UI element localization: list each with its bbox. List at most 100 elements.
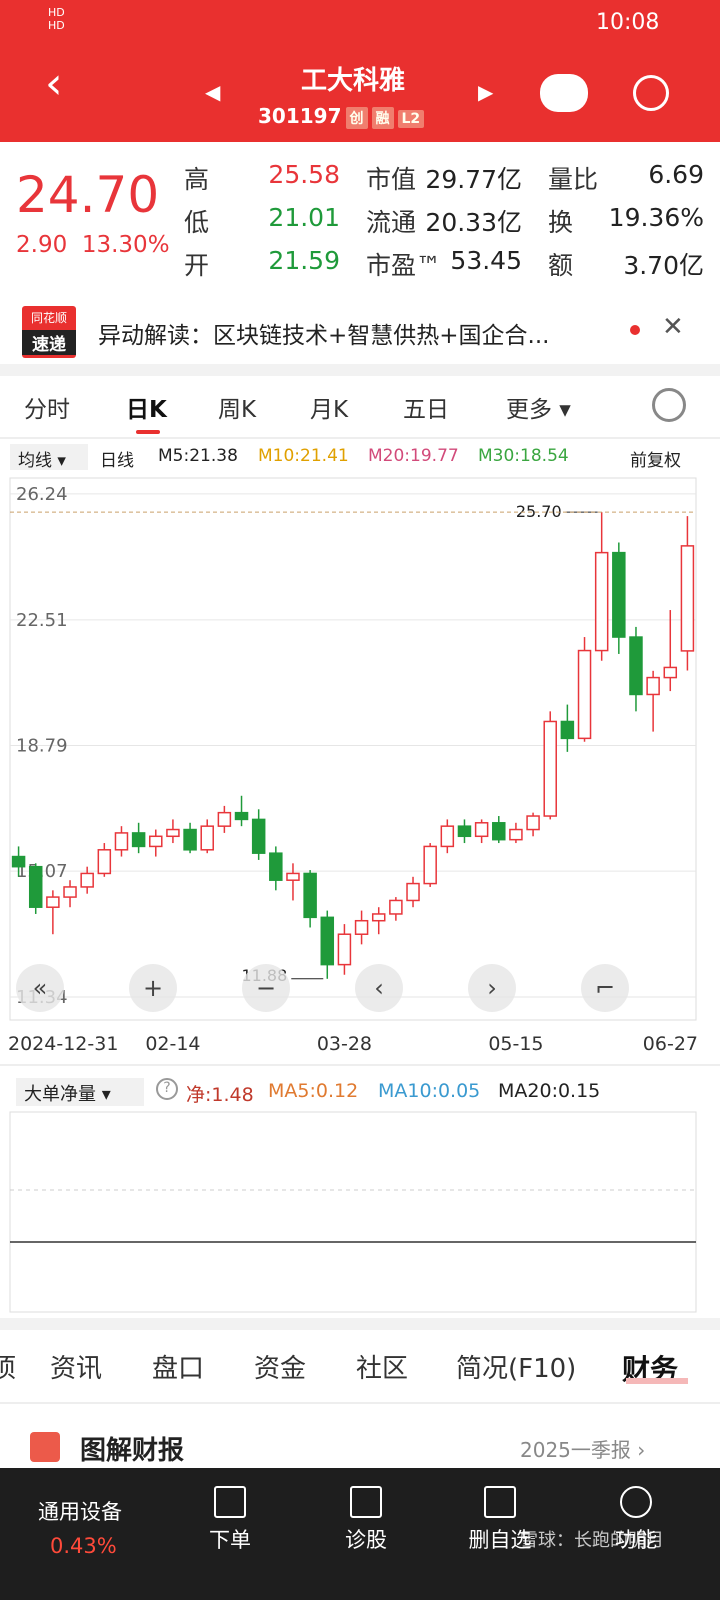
stat-label: 流通 bbox=[366, 208, 417, 237]
candle-body bbox=[149, 835, 163, 848]
divider bbox=[0, 1402, 720, 1404]
bottom-tab[interactable]: 项 bbox=[0, 1354, 17, 1384]
zoom-icon: + bbox=[143, 974, 163, 1002]
candle-body bbox=[577, 649, 592, 740]
help[interactable]: ? bbox=[156, 1078, 178, 1100]
news-badge: 同花顺 速递 bbox=[22, 306, 76, 358]
divider bbox=[0, 1318, 720, 1330]
sim-icons: HD HD bbox=[48, 6, 65, 32]
ma-kind: 日线 bbox=[100, 451, 134, 471]
stat-value: 20.33亿 bbox=[425, 208, 522, 237]
zoom-icon: ‹ bbox=[374, 974, 384, 1002]
badge-top: 同花顺 bbox=[30, 311, 67, 325]
candle-body bbox=[114, 832, 129, 851]
stock-code: 301197 创融 L2 bbox=[258, 104, 425, 129]
prev-stock[interactable]: ◀ bbox=[205, 80, 221, 104]
nav-item[interactable]: 诊股 bbox=[345, 1528, 387, 1552]
flow-select-text: 大单净量 bbox=[24, 1084, 96, 1105]
x-tick-label: 02-14 bbox=[145, 1033, 200, 1055]
nav-item[interactable]: 删自选 bbox=[468, 1528, 532, 1552]
bottom-tab[interactable]: 资金 bbox=[254, 1354, 307, 1384]
candle-body bbox=[629, 636, 643, 696]
zoom-button[interactable] bbox=[242, 964, 290, 1012]
header: HD HD 10:08 ‹ ◀ ▶ 工大科雅 301197 创融 L2 bbox=[0, 0, 720, 142]
chart-tab[interactable]: 日K bbox=[126, 397, 167, 423]
ma-select-bg[interactable] bbox=[10, 444, 88, 470]
bottom-tab[interactable]: 资讯 bbox=[50, 1354, 103, 1384]
search[interactable] bbox=[633, 75, 669, 111]
report-period[interactable]: 2025一季报 › bbox=[520, 1438, 646, 1462]
candle-body bbox=[492, 822, 506, 841]
flow-select[interactable]: 大单净量 ▾ bbox=[24, 1084, 111, 1105]
candle-body bbox=[560, 720, 575, 740]
adjust[interactable]: 前复权 bbox=[630, 451, 681, 471]
nav-item[interactable]: 下单 bbox=[209, 1528, 251, 1552]
nav-item[interactable]: 通用设备 bbox=[38, 1500, 122, 1524]
kline-chart: 26.2422.5118.7915.0711.342024-12-3102-14… bbox=[8, 477, 698, 1055]
candle-body bbox=[526, 815, 540, 831]
bottom-tab[interactable]: 盘口 bbox=[152, 1354, 205, 1384]
stat-value: 21.01 bbox=[268, 203, 340, 232]
flow-select-bg[interactable] bbox=[16, 1078, 144, 1106]
stat-value: 6.69 bbox=[648, 160, 704, 189]
x-tick-label: 05-15 bbox=[488, 1033, 543, 1055]
stat-label: 换 bbox=[548, 208, 574, 237]
next-stock[interactable]: ▶ bbox=[478, 80, 494, 104]
stat-label: 市值 bbox=[366, 165, 417, 194]
bottom-tab[interactable]: 简况(F10) bbox=[456, 1354, 577, 1384]
report-title[interactable]: 图解财报 bbox=[80, 1436, 185, 1466]
y-tick-label: 18.79 bbox=[16, 735, 68, 756]
ma-select[interactable]: 均线 ▾ bbox=[18, 451, 66, 471]
chart-tab[interactable]: 周K bbox=[218, 397, 257, 423]
period: 2025一季报 bbox=[520, 1438, 631, 1462]
chart-tab[interactable]: 五日 bbox=[403, 397, 449, 423]
frame bbox=[9, 1111, 697, 1313]
flow-item: 净:1.48 bbox=[186, 1084, 254, 1106]
nav-icon bbox=[350, 1486, 382, 1518]
change: 2.90 13.30% bbox=[16, 232, 170, 258]
robot[interactable] bbox=[540, 74, 588, 112]
x-tick-label: 06-27 bbox=[643, 1033, 698, 1055]
candle-body bbox=[97, 849, 112, 875]
candle-body bbox=[612, 551, 626, 638]
badge-bottom: 速递 bbox=[22, 330, 76, 355]
tag: L2 bbox=[397, 110, 425, 128]
zoom-button[interactable] bbox=[468, 964, 516, 1012]
x-tick-label: 03-28 bbox=[317, 1033, 372, 1055]
candle-body bbox=[286, 872, 300, 881]
candle-body bbox=[457, 825, 472, 838]
zoom-button[interactable] bbox=[129, 964, 177, 1012]
stat-value: 53.45 bbox=[450, 246, 522, 275]
frame bbox=[9, 477, 697, 1021]
zoom-button[interactable] bbox=[355, 964, 403, 1012]
close[interactable]: ✕ bbox=[662, 312, 684, 342]
zoom-button[interactable] bbox=[581, 964, 629, 1012]
ma-item: M20:19.77 bbox=[368, 446, 459, 466]
bottom-tab[interactable]: 社区 bbox=[356, 1354, 409, 1384]
candle-body bbox=[11, 855, 26, 868]
report-icon bbox=[30, 1432, 60, 1462]
candle-body bbox=[320, 916, 335, 966]
stat-label: 额 bbox=[548, 251, 574, 280]
news-text[interactable]: 异动解读：区块链技术+智慧供热+国企合... bbox=[98, 323, 550, 349]
flow-plot bbox=[9, 1111, 697, 1313]
chart-tab[interactable]: 分时 bbox=[24, 397, 70, 423]
candle-body bbox=[234, 811, 249, 821]
chart-tab[interactable]: 更多 ▾ bbox=[506, 397, 571, 423]
change-abs: 2.90 bbox=[16, 232, 68, 258]
candle-body bbox=[28, 865, 43, 908]
zoom-icon: ⌐ bbox=[595, 974, 615, 1002]
candle-body bbox=[166, 828, 180, 838]
zoom-button[interactable] bbox=[16, 964, 64, 1012]
chart-tab[interactable]: 月K bbox=[310, 397, 349, 423]
stat-value: 19.36% bbox=[608, 203, 704, 232]
nav-item[interactable]: 功能 bbox=[615, 1528, 657, 1552]
candle-body bbox=[543, 720, 557, 817]
back[interactable]: ‹ bbox=[45, 58, 63, 109]
candle-body bbox=[371, 913, 386, 922]
flow-item: MA5:0.12 bbox=[268, 1080, 359, 1102]
ma-item: M5:21.38 bbox=[158, 446, 238, 466]
nav-icon bbox=[620, 1486, 652, 1518]
settings[interactable] bbox=[652, 388, 686, 422]
bottom-nav: 通用设备 下单 诊股 删自选 功能 0.43% 雪球：长跑的明月 bbox=[0, 1468, 720, 1600]
